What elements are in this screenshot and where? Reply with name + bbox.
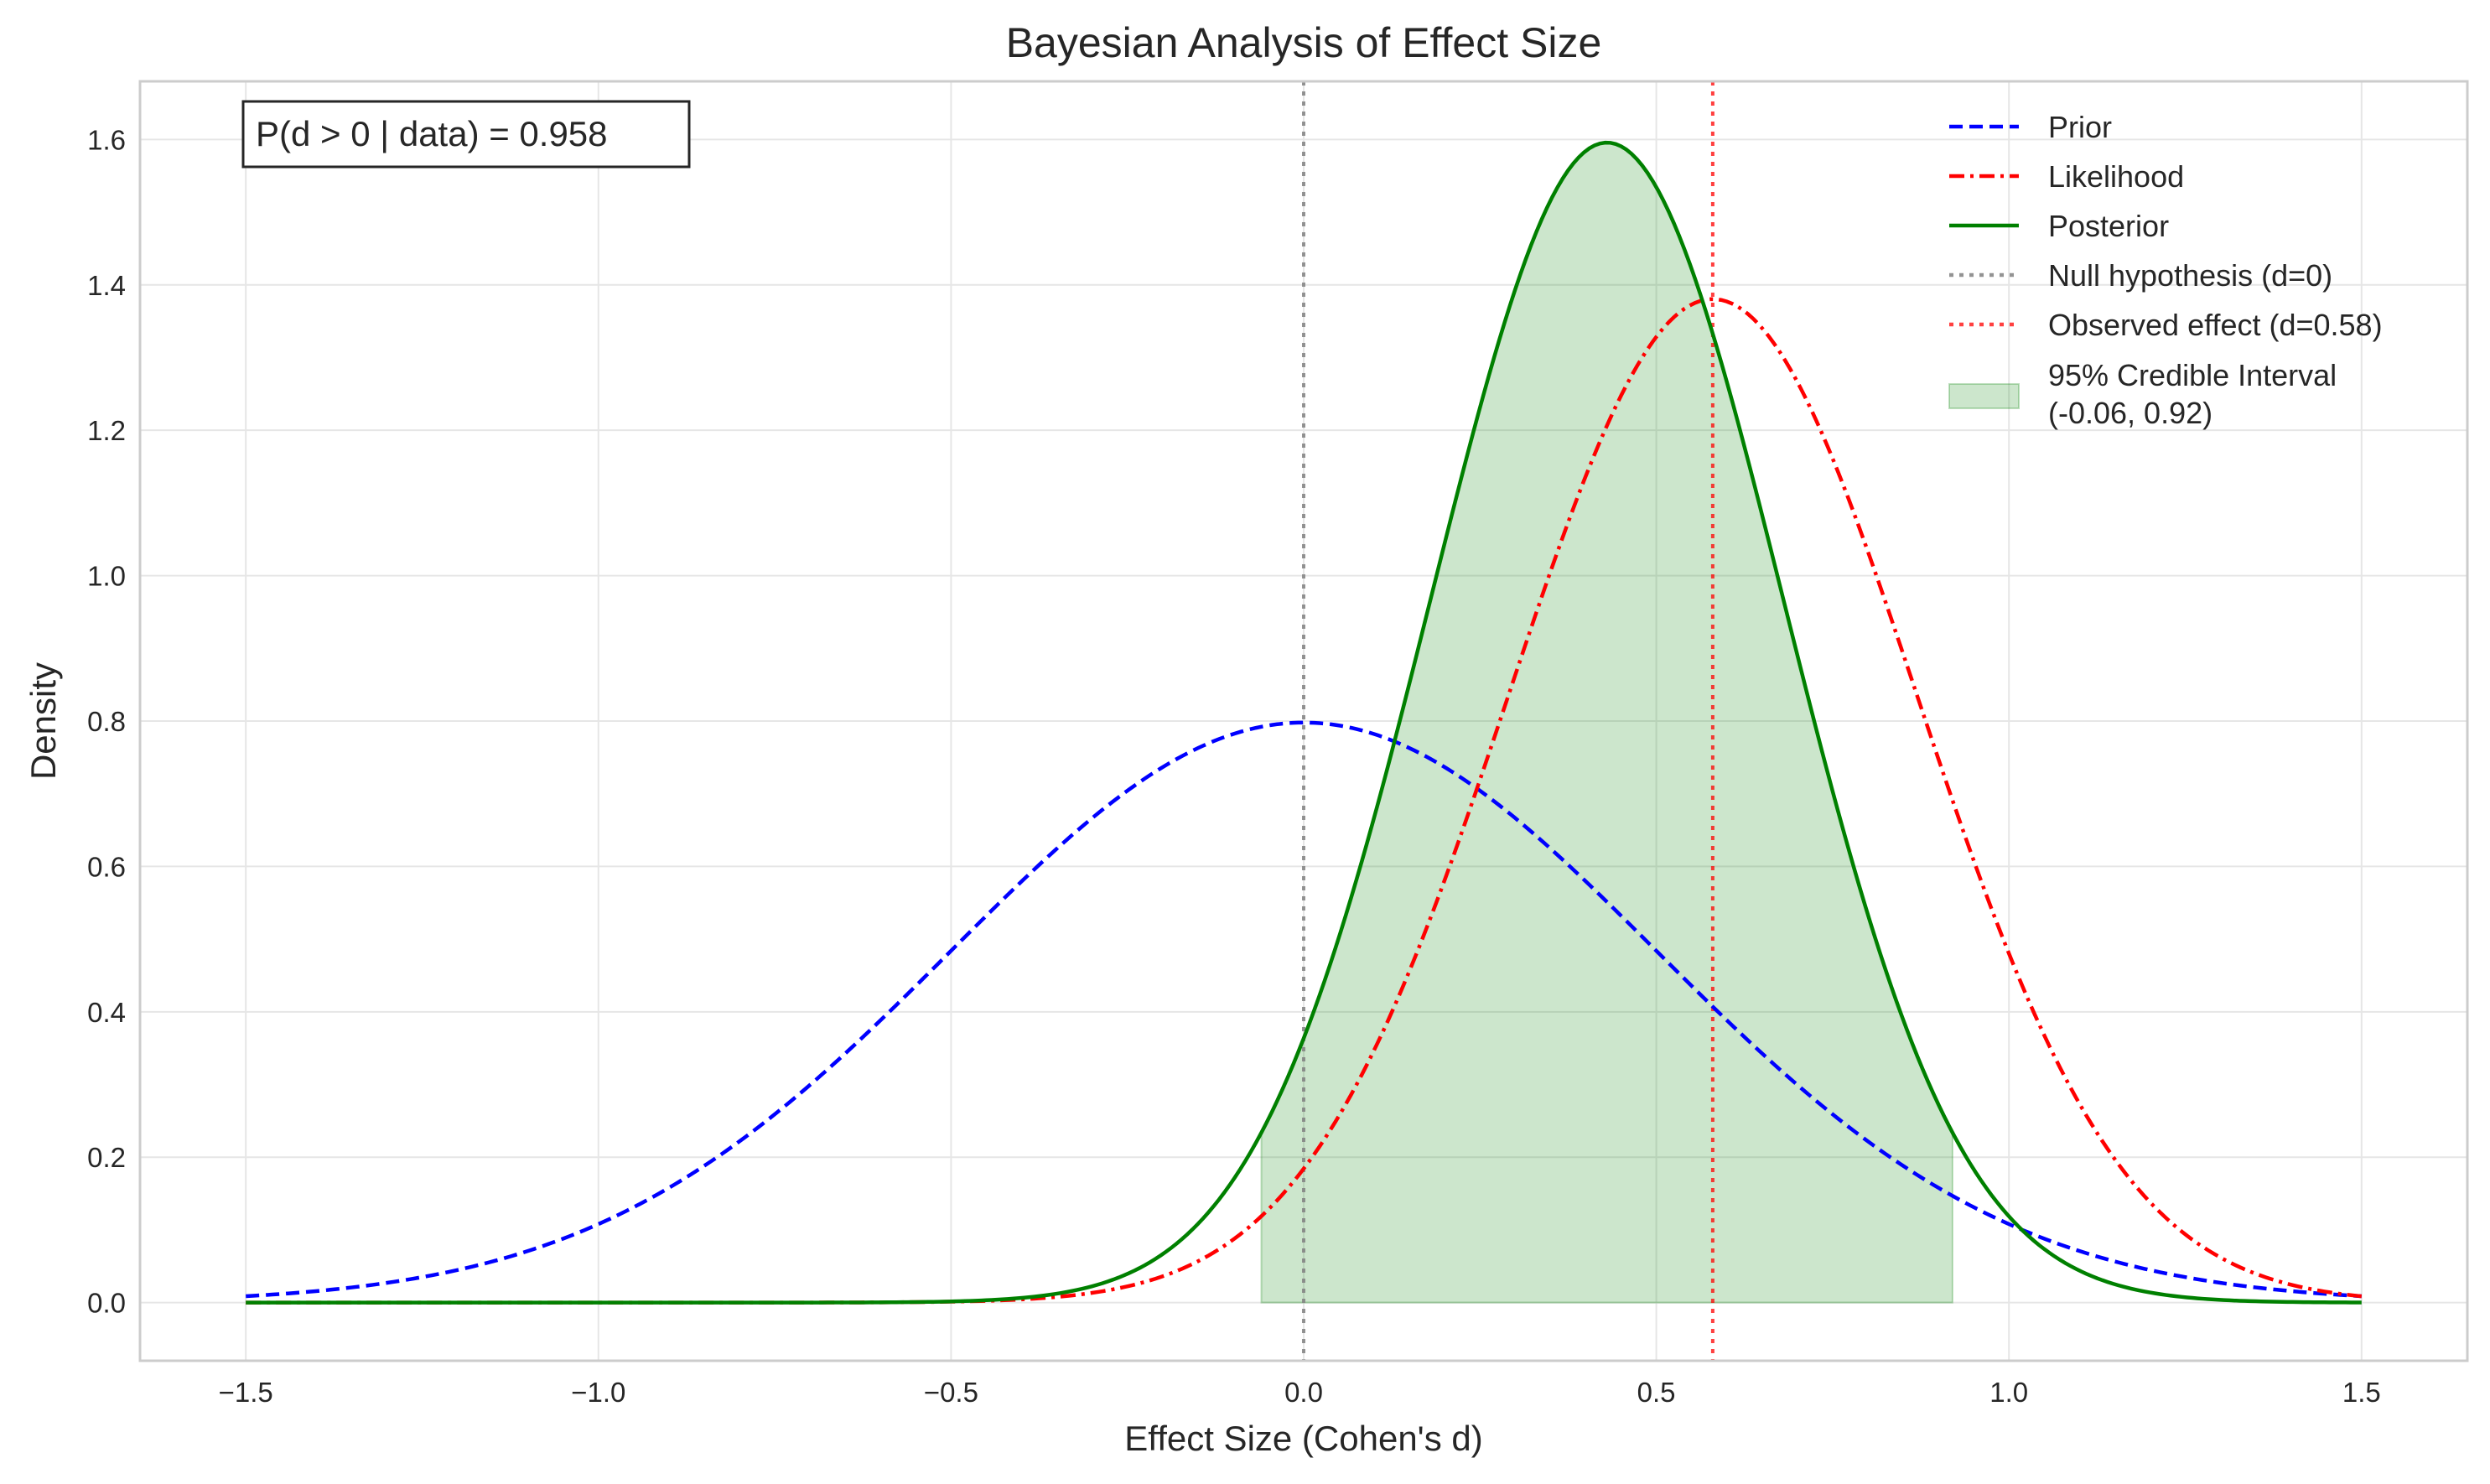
x-tick-label: −1.0: [571, 1377, 625, 1408]
reference-lines: [1302, 81, 1714, 1361]
legend-label: Posterior: [2048, 209, 2169, 243]
y-tick-label: 0.0: [87, 1288, 126, 1319]
x-tick-label: 0.0: [1284, 1377, 1323, 1408]
series-likelihood-line: [246, 297, 2363, 1305]
x-tick-label: 1.5: [2342, 1377, 2381, 1408]
legend-item-observed: Observed effect (d=0.58): [1949, 308, 2383, 342]
legend: Prior Likelihood Posterior Null hypothesis …: [1948, 110, 2383, 430]
y-tick-label: 0.6: [87, 851, 126, 882]
legend-label: Observed effect (d=0.58): [2048, 308, 2383, 342]
y-axis-title: Density: [23, 662, 63, 780]
series-prior-line: [246, 720, 2362, 1299]
y-tick-label: 0.4: [87, 997, 126, 1028]
y-tick-label: 0.2: [87, 1142, 126, 1173]
x-tick-label: −1.5: [219, 1377, 273, 1408]
y-tick-label: 0.8: [87, 706, 126, 737]
x-tick-label: 1.0: [1989, 1377, 2028, 1408]
chart-title: Bayesian Analysis of Effect Size: [1006, 19, 1602, 66]
legend-item-credible-interval: 95% Credible Interval (-0.06, 0.92): [1948, 358, 2337, 430]
probability-annotation: P(d > 0 | data) = 0.958: [241, 100, 691, 169]
legend-item-null: Null hypothesis (d=0): [1949, 258, 2332, 293]
y-tick-label: 1.4: [87, 270, 126, 301]
series-lines: [246, 140, 2363, 1305]
legend-item-likelihood: Likelihood: [1949, 159, 2184, 194]
legend-item-posterior: Posterior: [1949, 209, 2169, 243]
annotation-box: [241, 100, 691, 169]
y-tick-label: 1.0: [87, 561, 126, 592]
y-axis-ticks: 0.0 0.2 0.4 0.6 0.8 1.0 1.2 1.4 1.6: [87, 124, 126, 1318]
x-axis-title: Effect Size (Cohen's d): [1124, 1419, 1482, 1458]
legend-label: 95% Credible Interval: [2048, 358, 2337, 392]
legend-label: Null hypothesis (d=0): [2048, 258, 2332, 293]
plot-frame: [138, 80, 2469, 1362]
legend-label: Prior: [2048, 110, 2112, 144]
series-posterior-line: [246, 140, 2362, 1305]
y-tick-label: 1.6: [87, 124, 126, 155]
legend-item-prior: Prior: [1949, 110, 2112, 144]
x-tick-label: −0.5: [924, 1377, 978, 1408]
legend-label: Likelihood: [2048, 159, 2184, 194]
legend-swatch: [1948, 383, 2020, 409]
legend-label-range: (-0.06, 0.92): [2048, 396, 2212, 430]
x-axis-ticks: −1.5 −1.0 −0.5 0.0 0.5 1.0 1.5: [219, 1377, 2381, 1408]
annotation-text: P(d > 0 | data) = 0.958: [256, 114, 608, 153]
x-tick-label: 0.5: [1637, 1377, 1676, 1408]
y-tick-label: 1.2: [87, 415, 126, 446]
